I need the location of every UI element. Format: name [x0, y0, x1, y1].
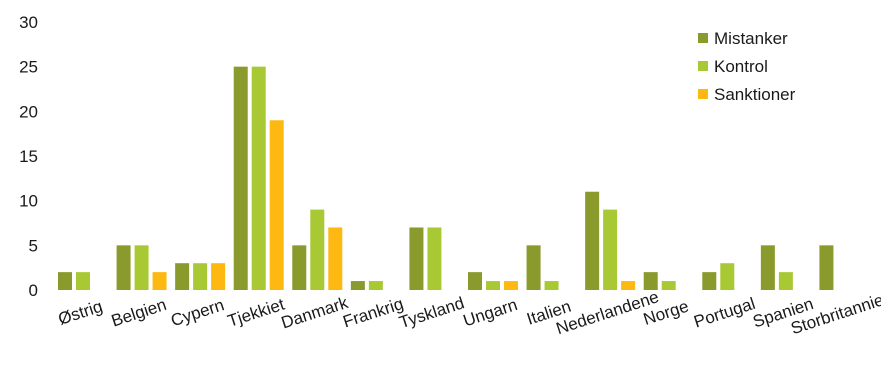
bar-mistanker-8: [526, 245, 541, 290]
bar-kontrol-12: [778, 272, 793, 290]
bar-mistanker-10: [643, 272, 658, 290]
bar-kontrol-7: [486, 281, 500, 290]
x-tick-label: Tjekkiet: [225, 295, 287, 331]
x-tick-label: Cypern: [168, 295, 226, 330]
bar-kontrol-0: [76, 272, 90, 290]
bar-sanktioner-9: [621, 281, 636, 290]
x-tick-label: Belgien: [109, 295, 169, 331]
legend-swatch-mistanker: [698, 33, 708, 43]
x-tick-label: Tyskland: [397, 293, 467, 332]
legend-label-kontrol: Kontrol: [714, 57, 768, 76]
bar-mistanker-1: [116, 245, 131, 290]
legend-swatch-sanktioner: [698, 89, 708, 99]
bar-kontrol-11: [720, 263, 735, 290]
bar-mistanker-9: [585, 191, 600, 290]
bar-sanktioner-4: [328, 227, 343, 290]
bar-kontrol-4: [310, 209, 325, 290]
bar-mistanker-3: [233, 66, 248, 291]
bar-mistanker-5: [350, 281, 365, 290]
x-tick-label: Frankrig: [341, 294, 406, 331]
bar-kontrol-3: [251, 66, 266, 291]
y-tick-label: 20: [19, 102, 38, 121]
bar-kontrol-8: [544, 281, 559, 290]
bar-mistanker-12: [760, 245, 775, 290]
x-tick-label: Østrig: [56, 297, 105, 329]
bar-mistanker-0: [58, 272, 72, 290]
bar-kontrol-1: [134, 245, 149, 290]
bar-mistanker-6: [409, 227, 424, 290]
bar-kontrol-2: [193, 263, 208, 290]
legend-label-sanktioner: Sanktioner: [714, 85, 796, 104]
y-axis-ticks: 0 5 10 15 20 25 30: [19, 13, 38, 300]
bar-mistanker-13: [819, 245, 834, 290]
legend-label-mistanker: Mistanker: [714, 29, 788, 48]
bar-kontrol-6: [427, 227, 442, 290]
bar-sanktioner-2: [211, 263, 226, 290]
x-tick-label: Portugal: [692, 294, 758, 332]
bar-mistanker-11: [702, 272, 717, 290]
legend: Mistanker Kontrol Sanktioner: [698, 29, 796, 104]
bar-mistanker-2: [175, 263, 190, 290]
y-tick-label: 30: [19, 13, 38, 32]
y-tick-label: 15: [19, 147, 38, 166]
bar-sanktioner-3: [269, 120, 284, 291]
y-tick-label: 25: [19, 58, 38, 77]
bar-mistanker-7: [468, 272, 482, 290]
bar-kontrol-5: [368, 281, 383, 290]
bar-mistanker-4: [292, 245, 307, 290]
bars: [58, 66, 834, 291]
bar-kontrol-9: [603, 209, 618, 290]
bar-kontrol-10: [661, 281, 676, 290]
legend-swatch-kontrol: [698, 61, 708, 71]
bar-sanktioner-1: [152, 272, 167, 290]
y-tick-label: 0: [29, 281, 38, 300]
x-axis-labels: Østrig Belgien CypernTjekkietDanmarkFrankr…: [56, 287, 881, 338]
y-tick-label: 10: [19, 192, 38, 211]
bar-sanktioner-7: [504, 281, 518, 290]
x-tick-label: Ungarn: [461, 295, 520, 330]
y-tick-label: 5: [29, 236, 38, 255]
